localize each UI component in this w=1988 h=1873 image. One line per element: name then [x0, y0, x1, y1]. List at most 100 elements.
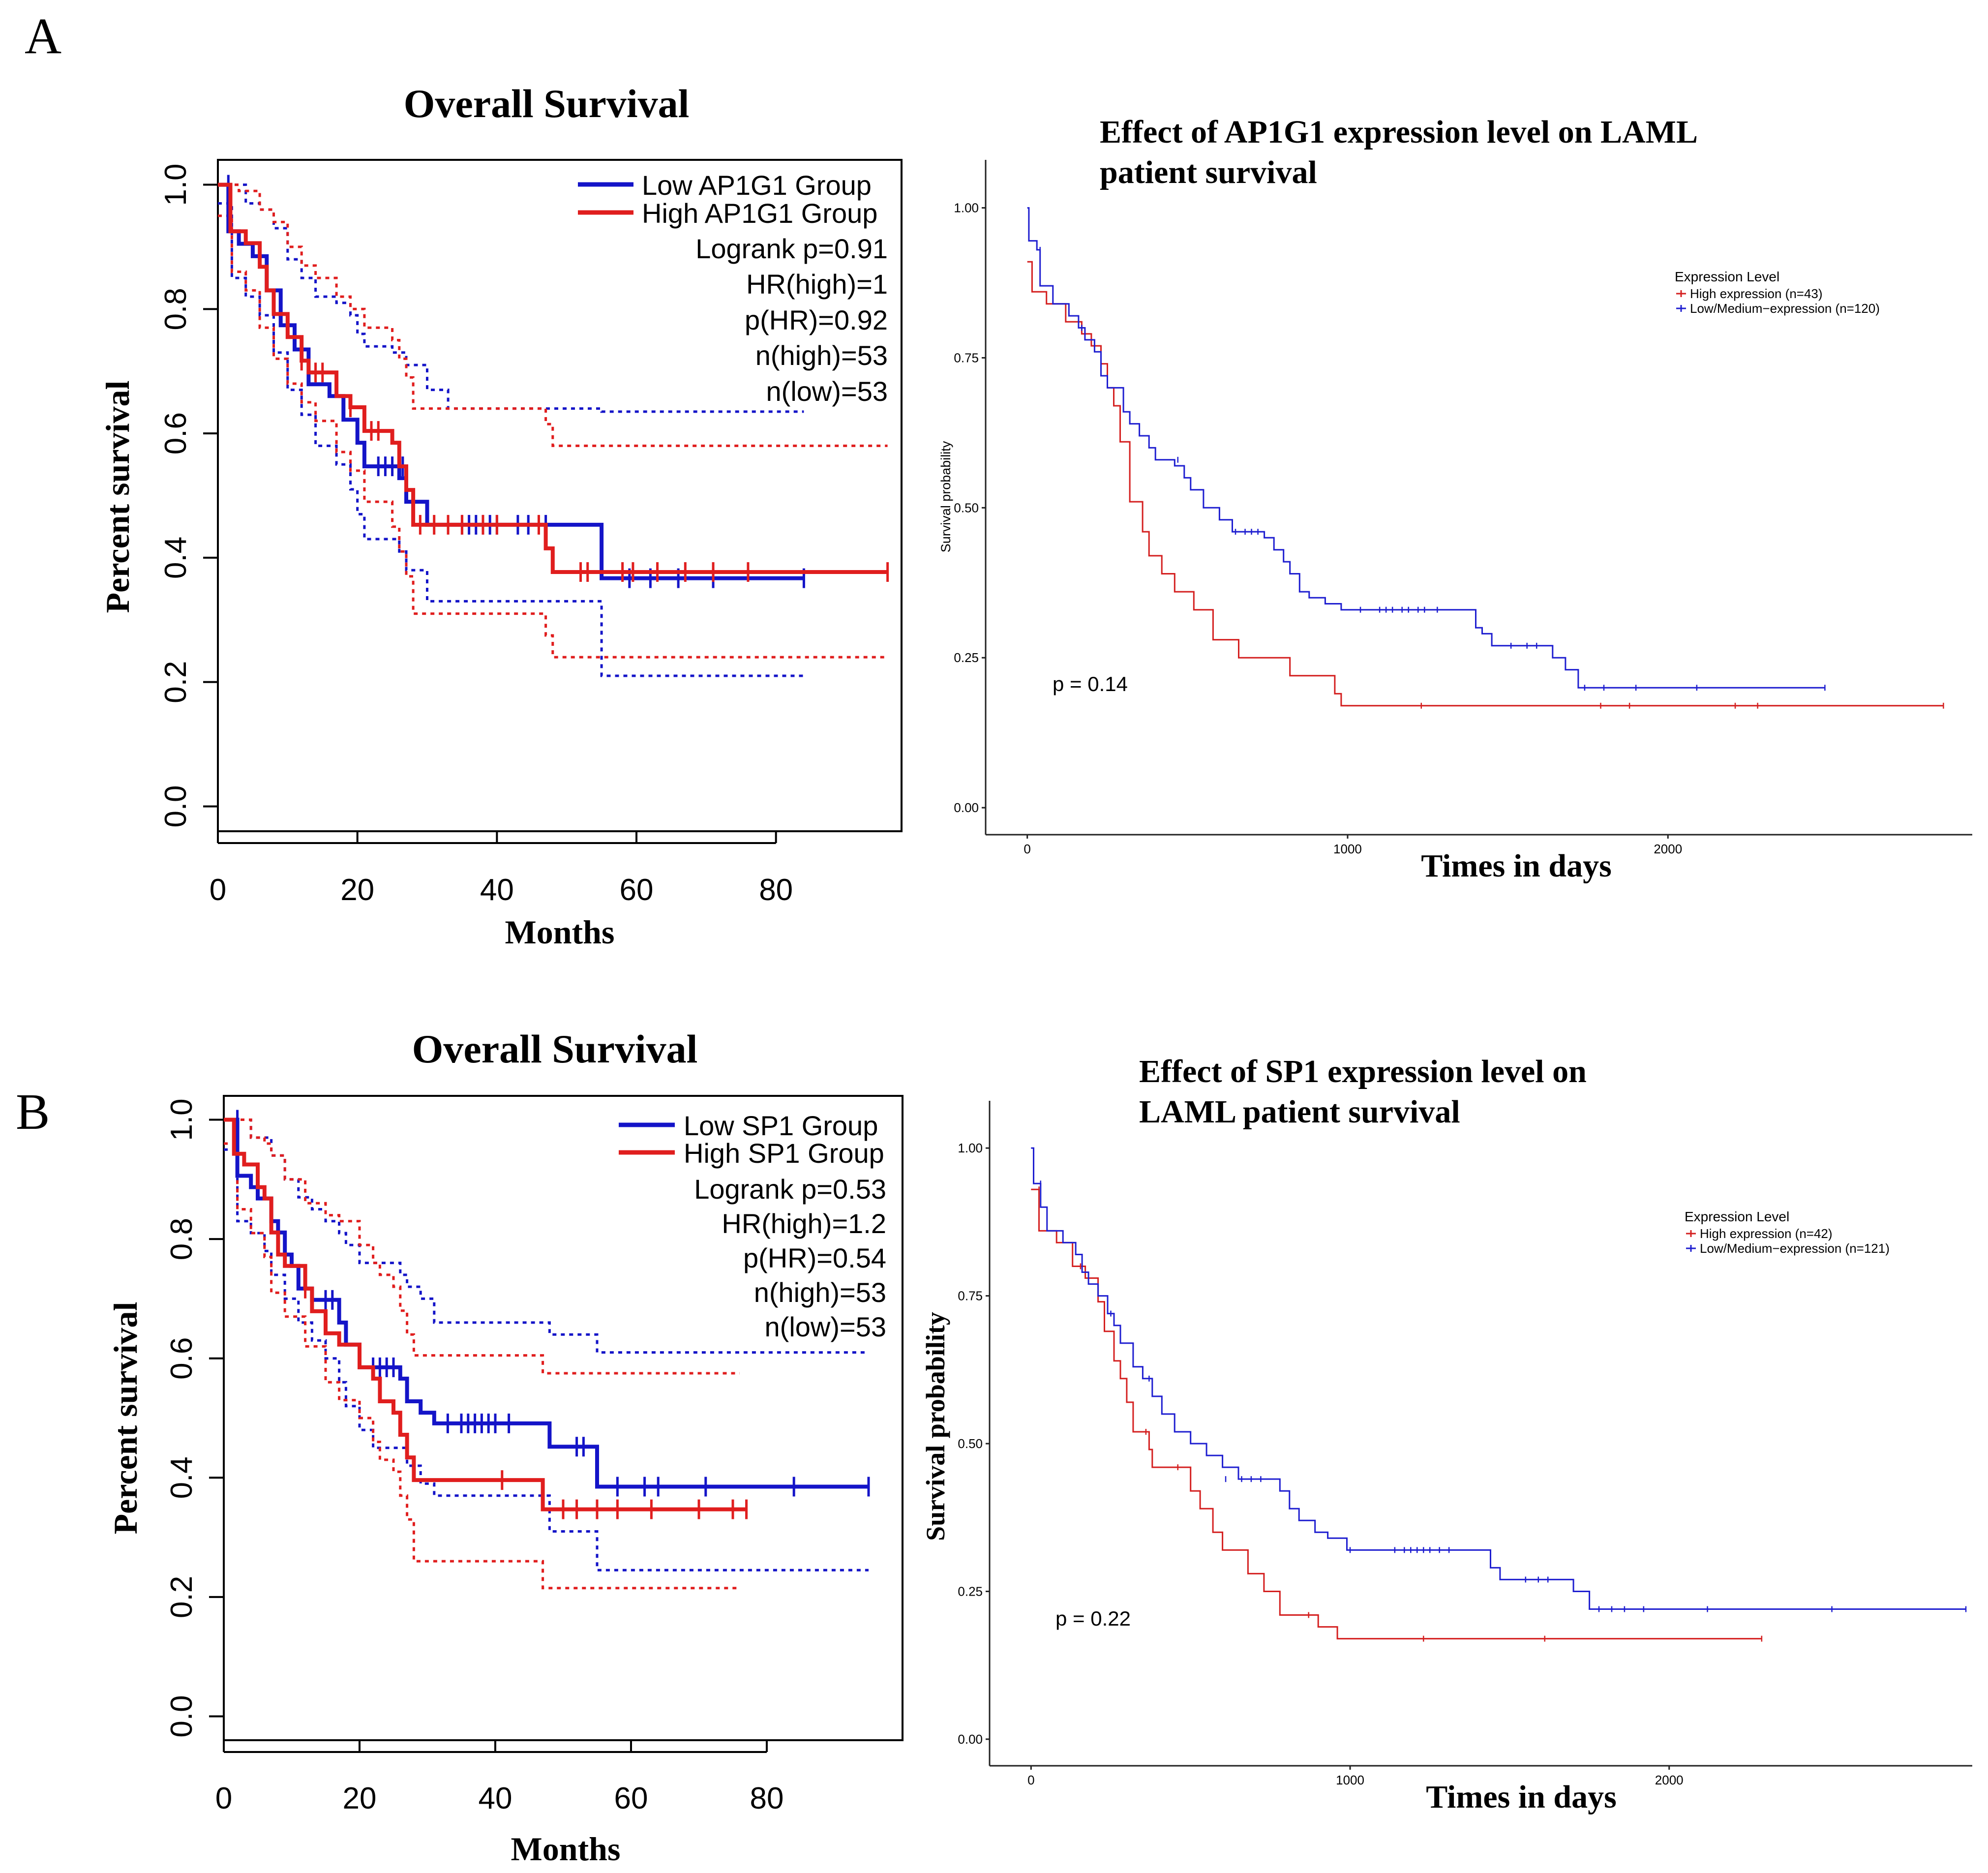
legend-stat: n(high)=53 — [754, 1277, 886, 1308]
y-axis: 0.00 0.25 0.50 0.75 1.00 — [958, 1141, 990, 1747]
y-axis-label: Percent survival — [107, 1302, 144, 1535]
x-axis-label: Times in days — [1426, 1779, 1617, 1815]
chart-title-line: Effect of SP1 expression level on — [1139, 1054, 1587, 1089]
chart-b-right: Effect of SP1 expression level on LAML p… — [921, 1054, 1972, 1815]
legend: Low AP1G1 Group High AP1G1 Group Logrank… — [578, 170, 888, 407]
legend: Expression Level High expression (n=43) … — [1675, 269, 1880, 316]
x-axis: 0 1000 2000 — [1027, 1766, 1684, 1787]
survival-curve — [1031, 1147, 1966, 1610]
y-tick-label: 0.0 — [159, 785, 193, 827]
confidence-interval-line — [224, 1118, 740, 1375]
p-value-annotation: p = 0.22 — [1055, 1607, 1131, 1630]
y-tick-label: 0.4 — [165, 1456, 199, 1499]
confidence-interval-line — [224, 1142, 740, 1590]
x-tick-label: 0 — [1024, 842, 1030, 856]
p-value-annotation: p = 0.14 — [1053, 672, 1128, 695]
panel-letter-b: B — [16, 1084, 50, 1140]
x-tick-label: 40 — [479, 1782, 512, 1815]
legend-label: High AP1G1 Group — [642, 198, 877, 229]
legend: Low SP1 Group High SP1 Group Logrank p=0… — [619, 1110, 886, 1342]
chart-title-line: LAML patient survival — [1139, 1094, 1460, 1130]
y-tick-label: 0.25 — [954, 650, 979, 665]
survival-curves — [1027, 207, 1944, 709]
x-tick-label: 60 — [614, 1782, 648, 1815]
legend-stat: HR(high)=1.2 — [722, 1208, 886, 1239]
y-tick-label: 0.6 — [159, 412, 193, 454]
legend-stat: Logrank p=0.91 — [695, 233, 888, 264]
x-tick-label: 0 — [210, 873, 226, 907]
legend-stat: n(low)=53 — [766, 376, 888, 407]
x-axis-label: Months — [511, 1830, 621, 1868]
y-axis-label: Survival probability — [938, 441, 953, 552]
x-axis: 0 1000 2000 — [1024, 835, 1682, 856]
y-tick-label: 0.4 — [159, 537, 193, 579]
y-tick-label: 0.50 — [954, 500, 979, 515]
x-axis: 0 20 40 60 80 — [215, 1740, 784, 1815]
survival-curve — [1027, 207, 1825, 689]
legend-label: Low/Medium−expression (n=120) — [1690, 301, 1880, 316]
y-tick-label: 0.2 — [159, 661, 193, 703]
x-axis: 0 20 40 60 80 — [210, 831, 793, 907]
y-axis-label: Percent survival — [99, 381, 136, 613]
x-tick-label: 80 — [750, 1782, 784, 1815]
y-tick-label: 0.2 — [165, 1576, 199, 1618]
y-tick-label: 1.0 — [165, 1098, 199, 1141]
y-tick-label: 0.50 — [958, 1436, 983, 1451]
confidence-interval-line — [224, 1148, 869, 1571]
plot-frame — [217, 159, 903, 832]
survival-curves — [218, 175, 889, 677]
y-axis: 0.0 0.2 0.4 0.6 0.8 1.0 — [165, 1098, 224, 1738]
legend-stat: p(HR)=0.54 — [743, 1242, 886, 1273]
y-tick-label: 0.8 — [165, 1218, 199, 1260]
chart-title-line: patient survival — [1100, 154, 1317, 190]
y-axis-label: Survival probability — [921, 1312, 950, 1541]
legend-label: High expression (n=42) — [1700, 1226, 1833, 1241]
y-tick-label: 0.6 — [165, 1337, 199, 1380]
x-tick-label: 40 — [480, 873, 514, 907]
survival-curve — [1027, 261, 1944, 707]
x-tick-label: 0 — [1027, 1773, 1034, 1787]
chart-title: Overall Survival — [412, 1027, 698, 1071]
x-tick-label: 2000 — [1654, 842, 1682, 856]
y-tick-label: 0.8 — [159, 288, 193, 330]
legend-stat: n(low)=53 — [765, 1311, 886, 1342]
x-tick-label: 20 — [340, 873, 374, 907]
chart-title: Overall Survival — [404, 81, 690, 126]
legend-stat: n(high)=53 — [755, 340, 888, 371]
legend-label: Low AP1G1 Group — [642, 170, 872, 201]
legend-label: High expression (n=43) — [1690, 286, 1823, 301]
chart-b-left: Overall Survival 0 20 40 60 80 0.0 0.2 0… — [107, 1027, 904, 1868]
y-tick-label: 0.00 — [954, 800, 979, 815]
confidence-interval-line — [218, 202, 804, 677]
y-tick-label: 0.00 — [958, 1732, 983, 1747]
y-axis: 0.00 0.25 0.50 0.75 1.00 — [954, 201, 986, 815]
plot-frame — [223, 1095, 904, 1741]
legend-title: Expression Level — [1675, 269, 1779, 284]
x-tick-label: 80 — [759, 873, 793, 907]
survival-curve — [218, 182, 888, 574]
legend-label: High SP1 Group — [684, 1138, 884, 1169]
x-tick-label: 1000 — [1333, 842, 1362, 856]
y-axis: 0.0 0.2 0.4 0.6 0.8 1.0 — [159, 163, 218, 828]
y-tick-label: 1.0 — [159, 163, 193, 206]
legend: Expression Level High expression (n=42) … — [1685, 1209, 1890, 1256]
legend-stat: Logrank p=0.53 — [694, 1174, 886, 1205]
legend-label: Low SP1 Group — [684, 1110, 878, 1141]
y-tick-label: 0.75 — [958, 1289, 983, 1303]
y-tick-label: 0.25 — [958, 1584, 983, 1599]
y-tick-label: 0.0 — [165, 1695, 199, 1737]
y-tick-label: 1.00 — [954, 201, 979, 215]
x-tick-label: 60 — [620, 873, 654, 907]
survival-curve — [224, 1118, 747, 1511]
y-tick-label: 0.75 — [954, 350, 979, 365]
legend-stat: p(HR)=0.92 — [745, 304, 888, 335]
x-tick-label: 0 — [215, 1782, 232, 1815]
x-tick-label: 2000 — [1655, 1773, 1684, 1787]
legend-title: Expression Level — [1685, 1209, 1789, 1224]
panel-letter-a: A — [25, 8, 61, 64]
confidence-interval-line — [218, 214, 888, 659]
legend-stat: HR(high)=1 — [746, 269, 888, 300]
x-tick-label: 1000 — [1336, 1773, 1364, 1787]
survival-curve — [1031, 1188, 1762, 1640]
